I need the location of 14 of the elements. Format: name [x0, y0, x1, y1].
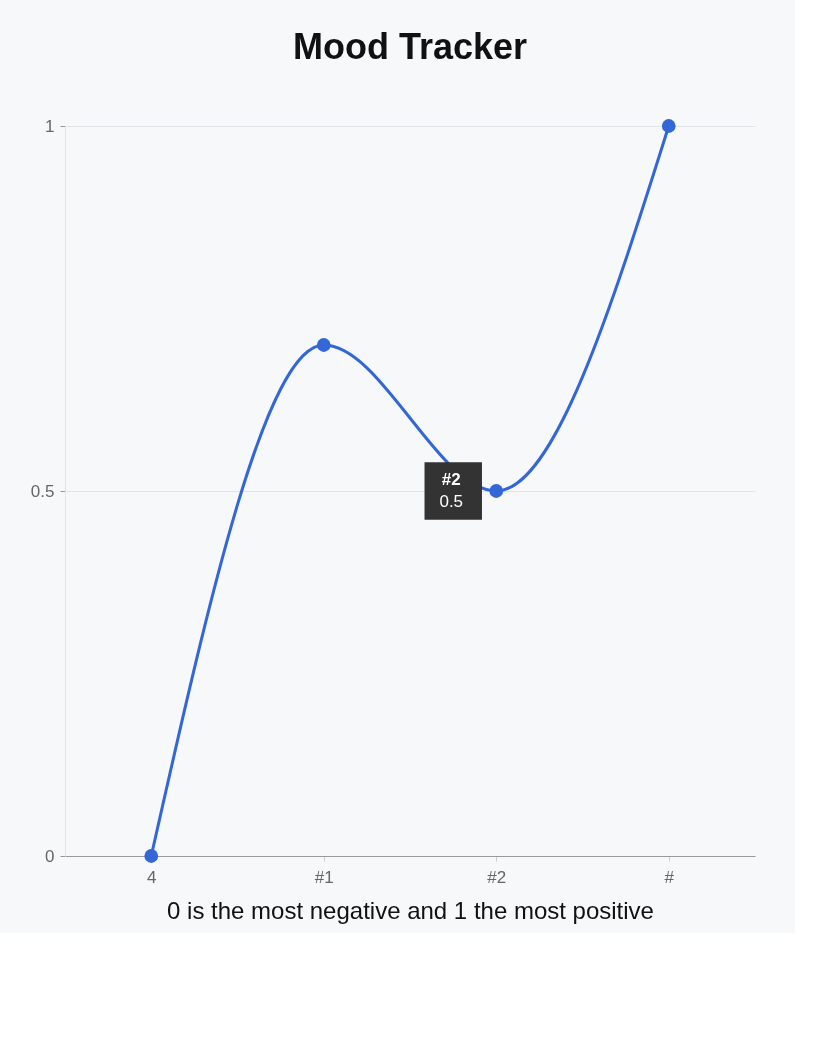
x-tick-label: #1 [314, 867, 334, 887]
point [489, 484, 504, 498]
point [316, 338, 331, 352]
x-tick-label: # [664, 867, 675, 887]
y-tick-label: 1 [45, 116, 55, 136]
x-tick-label: #2 [487, 867, 507, 887]
y-tick-label: 0 [45, 846, 55, 866]
y-tick-label: 0.5 [30, 481, 55, 501]
chart-title: Mood Tracker [292, 26, 528, 67]
x-tick-label: 4 [147, 867, 157, 887]
x-axis-title: 0 is the most negative and 1 the most positive [167, 896, 654, 924]
annotation: #2 0.5 [439, 470, 464, 511]
point [661, 119, 676, 133]
point [144, 849, 159, 863]
